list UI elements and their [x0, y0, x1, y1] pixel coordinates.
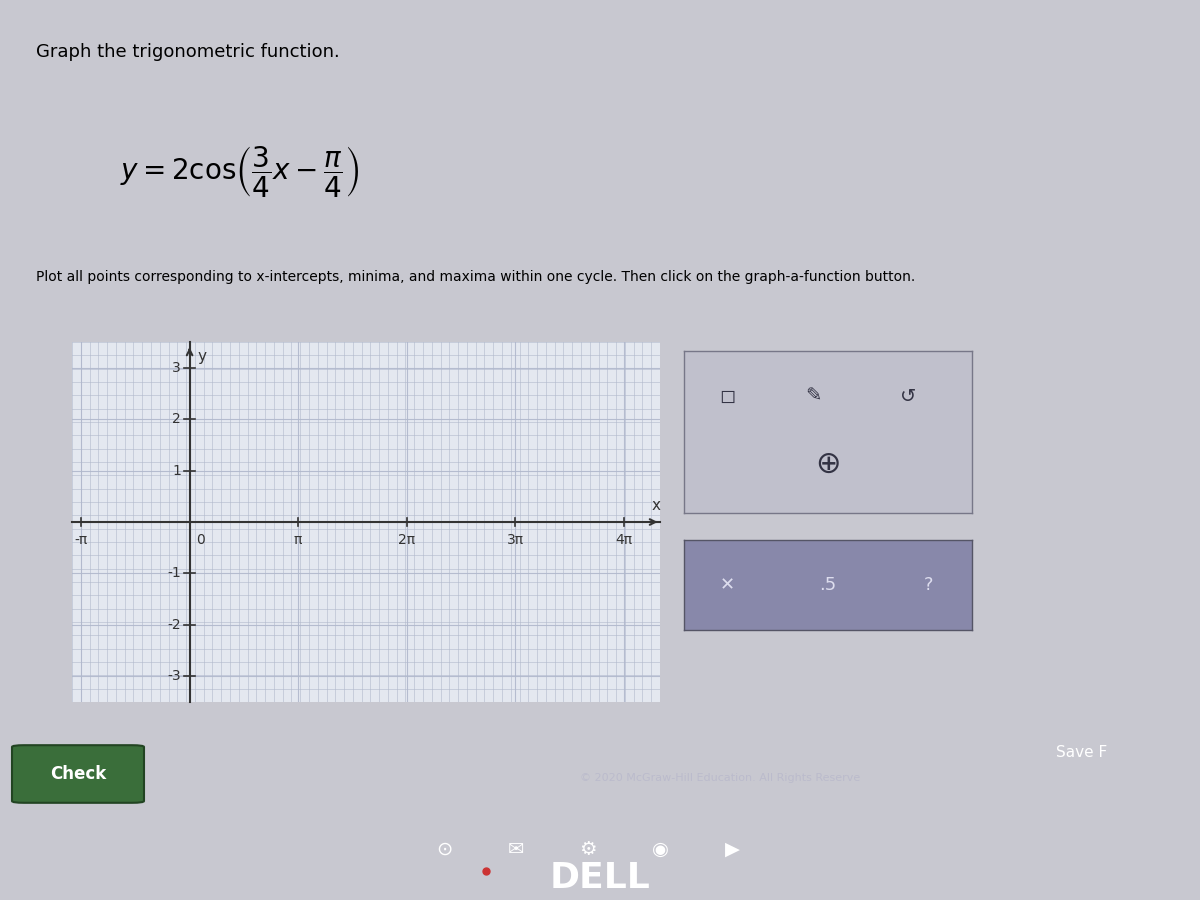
Text: ⊕: ⊕: [815, 450, 841, 479]
Text: 3: 3: [173, 361, 181, 374]
Text: ◉: ◉: [652, 840, 668, 860]
Text: -π: -π: [74, 534, 88, 547]
Text: 1: 1: [172, 464, 181, 478]
Text: π: π: [294, 534, 302, 547]
Text: © 2020 McGraw-Hill Education. All Rights Reserve: © 2020 McGraw-Hill Education. All Rights…: [580, 772, 860, 783]
Text: .5: .5: [820, 576, 836, 594]
Text: 2π: 2π: [398, 534, 415, 547]
Text: ?: ?: [924, 576, 934, 594]
Text: Plot all points corresponding to x-intercepts, minima, and maxima within one cyc: Plot all points corresponding to x-inter…: [36, 270, 916, 284]
Text: DELL: DELL: [550, 861, 650, 896]
Text: Graph the trigonometric function.: Graph the trigonometric function.: [36, 43, 340, 61]
Text: Save F: Save F: [1056, 745, 1108, 760]
Text: ◻: ◻: [719, 387, 736, 406]
Text: -3: -3: [167, 670, 181, 683]
Text: Check: Check: [50, 765, 106, 783]
Text: 4π: 4π: [616, 534, 632, 547]
Text: -1: -1: [167, 566, 181, 580]
FancyBboxPatch shape: [12, 745, 144, 803]
Text: ⊙: ⊙: [436, 840, 452, 860]
Text: 2: 2: [173, 412, 181, 426]
Text: ↺: ↺: [900, 387, 917, 406]
Text: 0: 0: [196, 534, 204, 547]
Text: ✉: ✉: [508, 840, 524, 860]
Text: y: y: [197, 349, 206, 364]
Text: -2: -2: [167, 618, 181, 632]
Text: $y=2\cos\!\left(\dfrac{3}{4}x-\dfrac{\pi}{4}\right)$: $y=2\cos\!\left(\dfrac{3}{4}x-\dfrac{\pi…: [120, 144, 359, 199]
Text: ✕: ✕: [720, 576, 734, 594]
Text: ✎: ✎: [805, 387, 822, 406]
Text: ⚙: ⚙: [580, 840, 596, 860]
Text: ▶: ▶: [725, 840, 739, 860]
Text: x: x: [652, 498, 661, 513]
Text: 3π: 3π: [506, 534, 524, 547]
